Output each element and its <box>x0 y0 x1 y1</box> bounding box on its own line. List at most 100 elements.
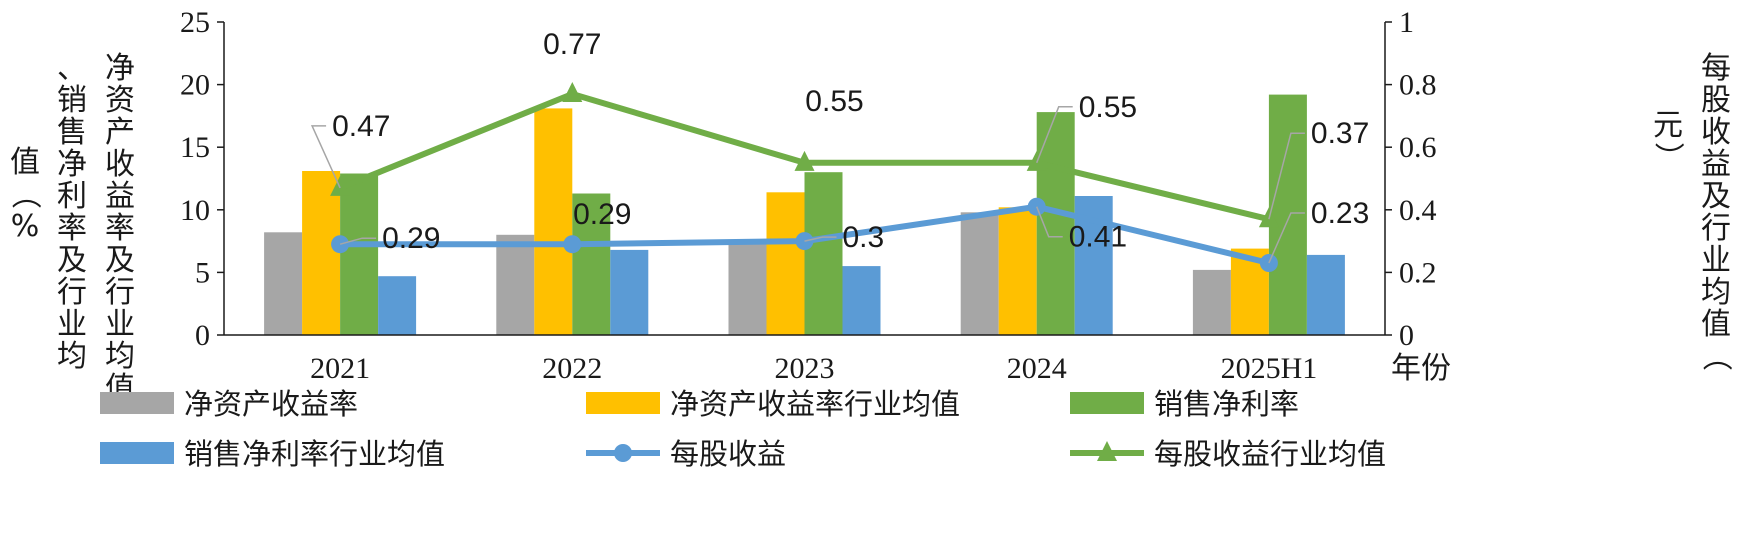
axis-title-char: % <box>11 209 40 244</box>
line-marker-triangle <box>562 81 583 102</box>
line-marker-circle <box>563 235 582 254</box>
eps-leader-line <box>1036 206 1063 238</box>
axis-title-char: 益 <box>1701 147 1731 182</box>
data-labels-layer: 0.29 0.29 0.3 0.41 0.23 0.47 0.77 0.55 0.55 0.37 <box>310 28 1369 264</box>
bar-1-2023 <box>728 239 767 335</box>
eps-industry-leader-line <box>1268 132 1305 220</box>
eps-industry-data-label: 0.55 <box>805 85 863 118</box>
x-tick-label: 2024 <box>1007 352 1067 385</box>
right-tick-label: 0.2 <box>1399 256 1437 289</box>
axis-title-char: 资 <box>105 83 135 118</box>
axis-title-char: 值 <box>1701 307 1731 342</box>
legend-label: 销售净利率 <box>1154 387 1299 421</box>
axis-title-char: 每 <box>1701 51 1731 86</box>
eps-industry-data-label: 0.55 <box>1079 91 1137 124</box>
axis-title-char: ） <box>1650 142 1685 172</box>
legend-item-5: 每股收益 <box>586 437 786 471</box>
axis-title-char: 产 <box>105 115 135 150</box>
axis-title-char: 及 <box>1701 179 1731 214</box>
axis-title-char: 业 <box>1701 243 1731 278</box>
axis-title-char: 均 <box>57 339 87 374</box>
axis-title-char: 均 <box>105 339 135 374</box>
bar-4-2023 <box>842 266 881 335</box>
axis-title-char: 收 <box>1701 115 1731 150</box>
left-tick-label: 15 <box>180 131 210 164</box>
legend-swatch <box>1070 392 1144 414</box>
legend-swatch <box>100 392 174 414</box>
bar-2-2021 <box>302 171 341 335</box>
bars-layer <box>264 94 1345 336</box>
right-tick-label: 0 <box>1399 319 1414 352</box>
axis-title-char: 业 <box>57 307 87 342</box>
eps-industry-data-label: 0.47 <box>332 110 390 143</box>
eps-leader-line <box>804 236 837 242</box>
left-tick-label: 25 <box>180 6 210 39</box>
legend-label: 每股收益行业均值 <box>1154 437 1386 471</box>
axis-title-char: 益 <box>105 179 135 214</box>
axis-title-char: 值 <box>10 145 40 180</box>
bar-3-2021 <box>340 173 379 335</box>
x-axis-title: 年份 <box>1391 351 1451 386</box>
eps-data-label: 0.41 <box>1069 221 1127 254</box>
axis-title-char: 率 <box>105 211 135 246</box>
bar-1-2022 <box>496 234 535 335</box>
axis-title-char: 行 <box>105 275 135 310</box>
eps-data-label: 0.29 <box>382 222 440 255</box>
bar-1-2025h1 <box>1192 269 1231 335</box>
bar-3-2023 <box>804 172 843 335</box>
bar-1-2021 <box>264 232 303 335</box>
legend-marker-triangle <box>1097 441 1117 461</box>
legend-swatch <box>586 392 660 414</box>
x-tick-label: 2025H1 <box>1221 352 1318 385</box>
legend-item-2: 净资产收益率行业均值 <box>586 387 960 421</box>
axis-title-char: 均 <box>1701 275 1731 310</box>
legend-label: 每股收益 <box>670 437 786 471</box>
bar-2-2022 <box>534 108 573 336</box>
line-marker-triangle <box>794 150 815 171</box>
legend-label: 净资产收益率行业均值 <box>670 387 960 421</box>
legend-item-6: 每股收益行业均值 <box>1070 437 1386 471</box>
axis-title-char: 行 <box>1701 211 1731 246</box>
left-tick-label: 20 <box>180 69 210 102</box>
right-tick-label: 0.4 <box>1399 194 1437 227</box>
axis-title-char: 率 <box>57 211 87 246</box>
legend-item-4: 销售净利率行业均值 <box>100 437 445 471</box>
legend-item-3: 销售净利率 <box>1070 387 1299 421</box>
right-tick-label: 1 <box>1399 6 1414 39</box>
bar-2-2023 <box>766 192 805 335</box>
eps-data-label: 0.23 <box>1311 197 1369 230</box>
legend-swatch <box>100 442 174 464</box>
axis-title-char: 净 <box>57 147 87 182</box>
axes-layer: 0 5 10 15 20 25 0 0.2 0.4 0.6 0.8 1 2021 2022 2023 2024… <box>7 6 1733 406</box>
axis-title-char: 利 <box>57 179 87 214</box>
eps-industry-leader-line <box>1036 106 1073 164</box>
x-tick-label: 2021 <box>310 352 370 385</box>
axis-title-char: 及 <box>57 243 87 278</box>
eps-data-label: 0.29 <box>573 198 631 231</box>
left-tick-label: 5 <box>195 256 210 289</box>
legend-marker-circle <box>614 444 632 462</box>
axis-title-char: 股 <box>1701 83 1731 118</box>
right-tick-label: 0.6 <box>1399 131 1437 164</box>
axis-title-char: （ <box>7 179 42 209</box>
line-marker-triangle <box>330 175 351 196</box>
left-tick-label: 10 <box>180 194 210 227</box>
x-tick-label: 2022 <box>542 352 602 385</box>
axis-title-char: 净 <box>105 51 135 86</box>
axis-title-char: 元 <box>1653 108 1683 143</box>
bar-4-2022 <box>610 249 649 335</box>
axis-title-char: （ <box>1698 341 1733 371</box>
bar-3-2025h1 <box>1268 94 1307 335</box>
bar-2-2024 <box>998 207 1037 335</box>
x-tick-label: 2023 <box>775 352 835 385</box>
legend-label: 净资产收益率 <box>184 387 358 421</box>
axis-title-char: 销 <box>57 83 87 118</box>
axis-title-char: 业 <box>105 307 135 342</box>
axis-title-char: 收 <box>105 147 135 182</box>
right-tick-label: 0.8 <box>1399 69 1437 102</box>
left-tick-label: 0 <box>195 319 210 352</box>
